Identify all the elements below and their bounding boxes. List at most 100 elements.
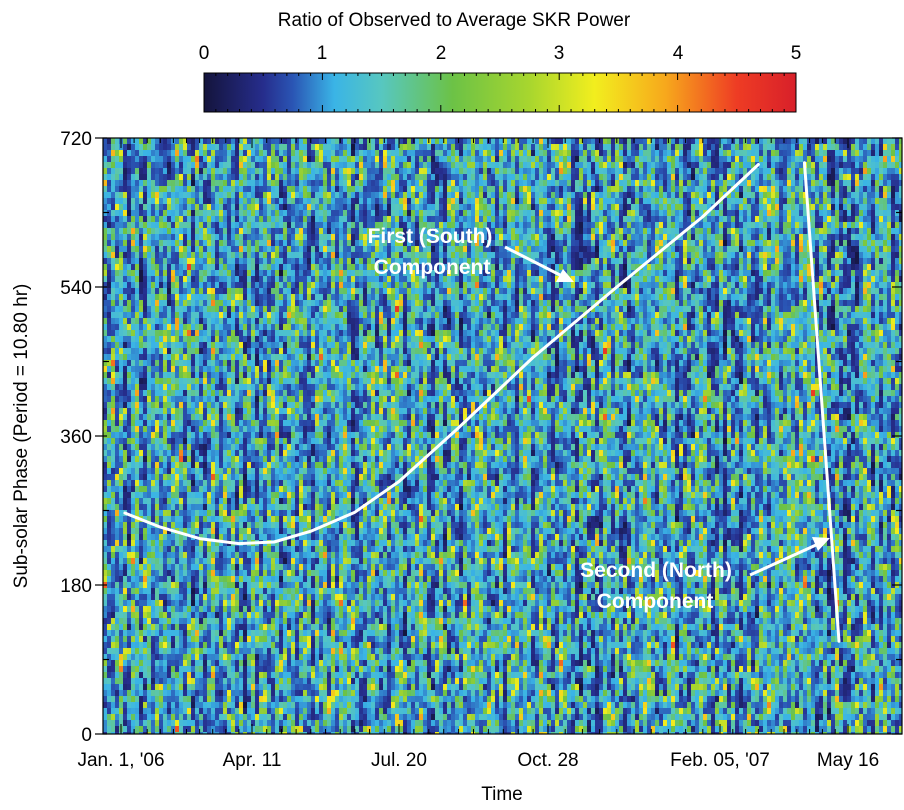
heatmap-cell: [279, 360, 283, 366]
heatmap-cell: [131, 228, 135, 234]
heatmap-cell: [267, 606, 271, 612]
heatmap-cell: [179, 444, 183, 450]
heatmap-cell: [191, 546, 195, 552]
heatmap-cell: [155, 162, 159, 168]
heatmap-cell: [291, 222, 295, 228]
heatmap-cell: [175, 150, 179, 156]
heatmap-cell: [187, 546, 191, 552]
heatmap-cell: [207, 138, 211, 144]
heatmap-cell: [259, 372, 263, 378]
heatmap-cell: [283, 618, 287, 624]
heatmap-cell: [239, 516, 243, 522]
heatmap-cell: [115, 336, 119, 342]
heatmap-cell: [175, 690, 179, 696]
heatmap-cell: [151, 606, 155, 612]
heatmap-cell: [219, 474, 223, 480]
heatmap-cell: [243, 180, 247, 186]
heatmap-cell: [139, 720, 143, 726]
heatmap-cell: [155, 240, 159, 246]
heatmap-cell: [155, 600, 159, 606]
heatmap-cell: [239, 534, 243, 540]
heatmap-cell: [107, 264, 111, 270]
heatmap-cell: [143, 576, 147, 582]
heatmap-cell: [163, 714, 167, 720]
heatmap-cell: [131, 606, 135, 612]
heatmap-cell: [223, 546, 227, 552]
heatmap-cell: [159, 456, 163, 462]
heatmap-cell: [163, 330, 167, 336]
heatmap-cell: [147, 396, 151, 402]
heatmap-cell: [183, 210, 187, 216]
heatmap-cell: [179, 240, 183, 246]
heatmap-cell: [111, 360, 115, 366]
heatmap-cell: [167, 372, 171, 378]
heatmap-cell: [247, 696, 251, 702]
heatmap-cell: [251, 420, 255, 426]
heatmap-cell: [107, 462, 111, 468]
heatmap-cell: [199, 624, 203, 630]
heatmap-cell: [239, 240, 243, 246]
heatmap-cell: [135, 642, 139, 648]
heatmap-cell: [231, 678, 235, 684]
heatmap-cell: [279, 720, 283, 726]
heatmap-cell: [135, 582, 139, 588]
heatmap-cell: [255, 612, 259, 618]
heatmap-cell: [179, 288, 183, 294]
heatmap-cell: [239, 336, 243, 342]
heatmap-cell: [179, 402, 183, 408]
heatmap-cell: [255, 324, 259, 330]
heatmap-cell: [239, 312, 243, 318]
heatmap-cell: [211, 168, 215, 174]
heatmap-cell: [139, 462, 143, 468]
heatmap-cell: [195, 294, 199, 300]
heatmap-cell: [223, 534, 227, 540]
heatmap-cell: [151, 156, 155, 162]
heatmap-cell: [279, 642, 283, 648]
heatmap-cell: [155, 432, 159, 438]
heatmap-cell: [119, 366, 123, 372]
heatmap-cell: [175, 288, 179, 294]
heatmap-cell: [271, 162, 275, 168]
heatmap-cell: [267, 468, 271, 474]
heatmap-cell: [215, 234, 219, 240]
heatmap-cell: [223, 186, 227, 192]
heatmap-cell: [171, 474, 175, 480]
heatmap-cell: [231, 726, 235, 732]
heatmap-cell: [139, 360, 143, 366]
heatmap-cell: [231, 528, 235, 534]
heatmap-cell: [263, 240, 267, 246]
heatmap-cell: [235, 222, 239, 228]
heatmap-cell: [131, 462, 135, 468]
heatmap-cell: [279, 210, 283, 216]
heatmap-cell: [231, 492, 235, 498]
heatmap-cell: [215, 522, 219, 528]
heatmap-cell: [191, 414, 195, 420]
heatmap-cell: [227, 360, 231, 366]
heatmap-cell: [179, 714, 183, 720]
heatmap-cell: [247, 162, 251, 168]
heatmap-cell: [203, 654, 207, 660]
heatmap-cell: [215, 588, 219, 594]
heatmap-cell: [183, 618, 187, 624]
heatmap-cell: [287, 228, 291, 234]
heatmap-cell: [259, 702, 263, 708]
heatmap-cell: [107, 174, 111, 180]
heatmap-cell: [107, 288, 111, 294]
heatmap-cell: [267, 528, 271, 534]
heatmap-cell: [147, 648, 151, 654]
heatmap-cell: [223, 270, 227, 276]
heatmap-cell: [211, 468, 215, 474]
heatmap-cell: [235, 696, 239, 702]
heatmap-cell: [219, 642, 223, 648]
heatmap-cell: [115, 708, 119, 714]
heatmap-cell: [235, 234, 239, 240]
heatmap-cell: [227, 372, 231, 378]
heatmap-cell: [283, 540, 287, 546]
heatmap-cell: [107, 708, 111, 714]
heatmap-cell: [275, 300, 279, 306]
heatmap-cell: [171, 234, 175, 240]
heatmap-cell: [247, 630, 251, 636]
heatmap-cell: [211, 600, 215, 606]
heatmap-cell: [119, 252, 123, 258]
heatmap-cell: [267, 648, 271, 654]
